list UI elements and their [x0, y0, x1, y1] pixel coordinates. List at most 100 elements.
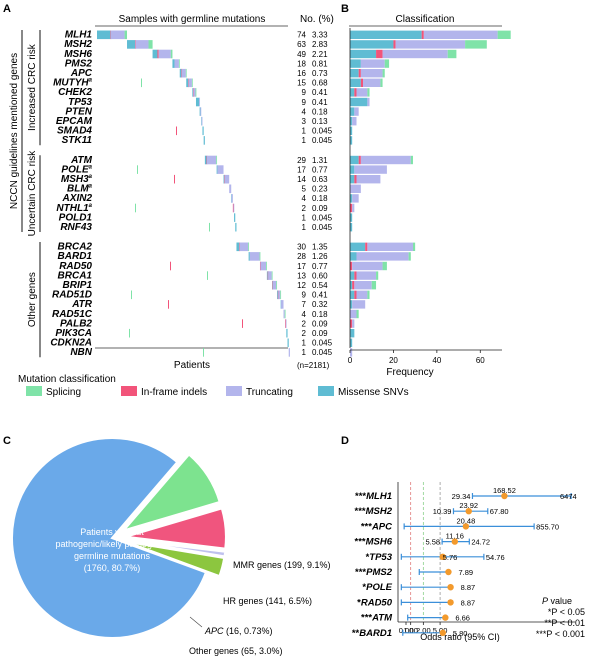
oncoprint-cell — [278, 290, 281, 300]
gene-name: ATM — [70, 155, 93, 166]
gene-label-palb2: PALB2 — [60, 318, 92, 329]
oncoprint-cell — [272, 280, 277, 290]
pvalue-line-1: *P < 0.05 — [548, 607, 585, 617]
bar-segment — [356, 309, 359, 319]
oncoprint-title: Samples with germline mutations — [119, 14, 266, 25]
legend-swatch-0 — [26, 386, 42, 396]
bar-segment — [354, 175, 357, 184]
oncoprint-cell — [176, 126, 177, 136]
forest-row-label: ***ATM — [361, 613, 393, 624]
count-pct: 0.18 — [312, 310, 328, 319]
bar-segment — [354, 271, 357, 280]
bar-segment — [350, 49, 377, 59]
count-n: 18 — [297, 59, 306, 68]
count-pct: 0.41 — [312, 98, 328, 107]
oncoprint-cell — [286, 328, 288, 338]
count-pct: 0.18 — [312, 107, 328, 116]
oncoprint-cell — [172, 59, 175, 68]
forest-gene: MSH6 — [366, 537, 393, 548]
count-pct: 0.045 — [312, 127, 333, 136]
gene-label-msh6: MSH6 — [64, 49, 92, 60]
gene-label-apc: APC — [70, 68, 93, 79]
bar-segment — [367, 97, 370, 107]
bar-segment — [350, 30, 422, 39]
bar-segment — [350, 223, 353, 232]
gene-label-rad50: RAD50 — [59, 261, 92, 272]
count-n: 74 — [297, 31, 306, 40]
count-n: 1 — [302, 213, 307, 222]
gene-name: BARD1 — [58, 251, 93, 262]
count-n: 16 — [297, 69, 306, 78]
forest-or-label: 168.52 — [493, 486, 516, 495]
oncoprint-cell — [97, 30, 111, 40]
count-pct: 0.045 — [312, 223, 333, 232]
gene-name: MUTYH — [53, 78, 89, 89]
total-count: (n=2181) — [297, 361, 330, 370]
forest-or-label: 8.87 — [461, 598, 476, 607]
oncoprint-cell — [276, 280, 278, 290]
bar-segment — [350, 126, 353, 135]
count-n: 1 — [302, 348, 307, 357]
bar-segment — [352, 281, 355, 290]
count-n: 1 — [302, 136, 307, 145]
forest-x-tick-label: 1.00 — [403, 626, 418, 635]
forest-gene: ATM — [371, 613, 393, 624]
oncoprint-cell — [193, 88, 196, 97]
bar-segment — [395, 40, 466, 49]
forest-point — [447, 599, 454, 606]
bar-segment — [350, 300, 353, 309]
bar-segment — [352, 261, 383, 271]
forest-gene: MLH1 — [366, 491, 392, 502]
gene-label-rad51c: RAD51C — [52, 309, 93, 320]
forest-point — [451, 538, 458, 545]
bar-segment — [350, 117, 353, 126]
count-pct: 0.77 — [312, 262, 328, 271]
count-pct: 0.73 — [312, 69, 328, 78]
oncoprint-cell — [192, 88, 194, 97]
oncoprint-cell — [174, 174, 175, 184]
count-n: 14 — [297, 175, 306, 184]
pie-mmr-label: MMR genes (199, 9.1%) — [233, 560, 331, 570]
forest-stars: ** — [352, 628, 360, 639]
pvalue-line-2: **P < 0.01 — [544, 618, 585, 628]
bar-segment — [465, 40, 487, 49]
gene-name: PMS2 — [65, 58, 93, 69]
bar-segment — [354, 290, 357, 299]
oncoprint-cell — [181, 68, 186, 78]
bar-segment — [350, 213, 353, 222]
oncoprint-cell — [281, 300, 284, 309]
oncoprint-cell — [271, 271, 273, 280]
pie-chart — [11, 437, 227, 639]
oncoprint-cell — [195, 88, 197, 97]
bar-segment — [376, 49, 383, 59]
bar-segment — [350, 97, 368, 107]
oncoprint-cell — [216, 165, 218, 174]
gene-name: POLD1 — [59, 212, 93, 223]
forest-gene: POLE — [366, 582, 393, 593]
forest-or-label: 11.16 — [446, 532, 464, 541]
oncoprint-cell — [232, 203, 234, 213]
gene-name: AXIN2 — [62, 193, 93, 204]
count-pct: 0.63 — [312, 175, 328, 184]
gene-name: RNF43 — [60, 222, 92, 233]
oncoprint — [97, 30, 290, 357]
bar-segment — [350, 40, 394, 49]
forest-point — [465, 508, 472, 515]
oncoprint-cell — [207, 271, 208, 280]
count-n: 4 — [302, 107, 307, 116]
count-pct: 0.68 — [312, 79, 328, 88]
oncoprint-cell — [249, 252, 260, 261]
oncoprint-cell — [209, 222, 210, 232]
forest-x-tick-label: 2.00 — [416, 626, 431, 635]
forest-stars: *** — [361, 521, 372, 532]
gene-name: PTEN — [65, 106, 92, 117]
oncoprint-cell — [204, 155, 207, 165]
bar-segment — [350, 69, 359, 78]
count-pct: 1.26 — [312, 252, 328, 261]
oncoprint-cell — [280, 290, 282, 300]
oncoprint-cell — [201, 116, 203, 126]
pie-slice-2 — [125, 507, 227, 550]
count-pct: 0.54 — [312, 281, 328, 290]
classification-x-axis: 0 20 40 60 — [348, 28, 502, 365]
oncoprint-cell — [191, 78, 193, 88]
